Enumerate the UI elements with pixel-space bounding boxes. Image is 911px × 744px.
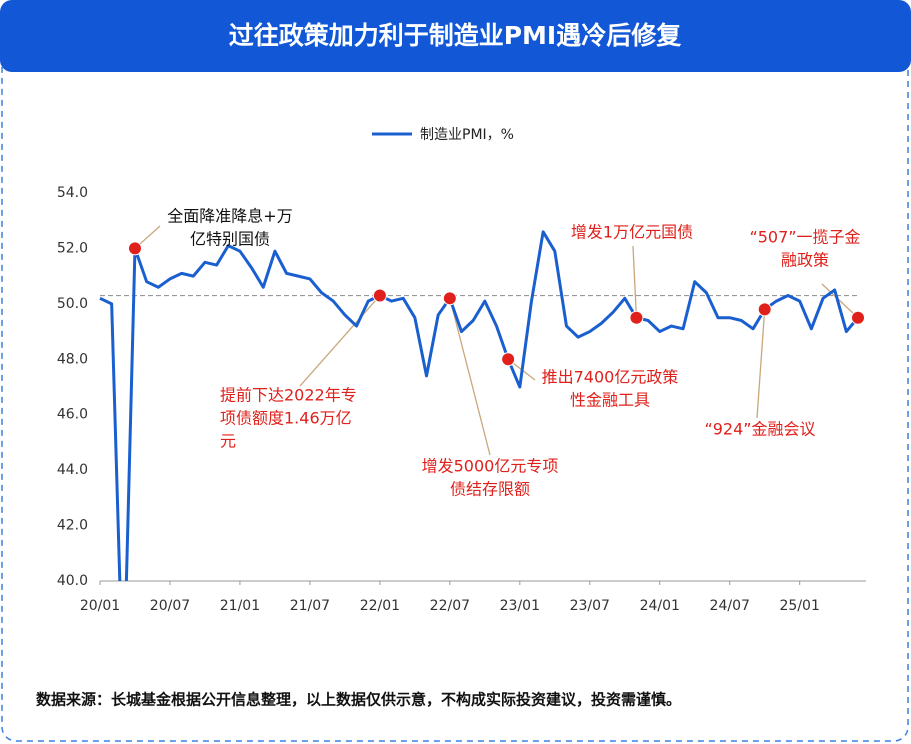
annotation-leader [756, 309, 766, 419]
x-tick-label: 21/07 [290, 598, 330, 614]
x-tick-label: 22/01 [360, 598, 400, 614]
x-tick-label: 22/07 [430, 598, 470, 614]
y-tick-label: 52.0 [57, 240, 88, 256]
line-series [99, 230, 860, 581]
x-tick-label: 24/07 [710, 598, 750, 614]
annotation-text: 性金融工具 [570, 391, 650, 410]
x-tick-label: 24/01 [640, 598, 680, 614]
annotation-dot [442, 291, 457, 306]
y-tick-label: 48.0 [57, 351, 88, 367]
annotation-text: 提前下达2022年专 [220, 386, 357, 405]
annotation-dot [757, 302, 772, 317]
y-tick-label: 40.0 [57, 573, 88, 589]
x-tick-label: 21/01 [220, 598, 260, 614]
y-tick-label: 54.0 [57, 185, 88, 201]
y-tick-label: 42.0 [57, 518, 88, 534]
annotation-dot [127, 241, 142, 256]
annotation-text: 融政策 [781, 251, 829, 270]
annotation-text: 亿特别国债 [190, 230, 270, 249]
annotation-text: 项债额度1.46万亿 [220, 409, 352, 428]
x-tick-label: 20/07 [150, 598, 190, 614]
header-title: 过往政策加力利于制造业PMI遇冷后修复 [229, 21, 683, 50]
x-tick-label: 23/01 [500, 598, 540, 614]
x-tick-label: 25/01 [780, 598, 820, 614]
annotation-leader [821, 283, 859, 319]
x-tick-label: 20/01 [80, 598, 120, 614]
annotation-text: “507”一揽子金 [749, 228, 860, 247]
footer-note: 数据来源：长城基金根据公开信息整理，以上数据仅供示意，不构成实际投资建议，投资需… [36, 691, 681, 709]
y-tick-label: 44.0 [57, 462, 88, 478]
annotation-text: 增发1万亿元国债 [571, 223, 693, 242]
annotation-text: 推出7400亿元政策 [542, 368, 679, 387]
annotation-leader [632, 245, 638, 318]
annotation-text: 元 [220, 432, 236, 451]
annotation-dot [851, 310, 865, 325]
annotation-text: 全面降准降息+万 [167, 207, 292, 226]
annotation-dot [501, 352, 516, 367]
y-tick-label: 46.0 [57, 407, 88, 423]
annotation-leader [449, 298, 491, 456]
legend-label: 制造业PMI，% [420, 127, 514, 143]
card-border [1, 9, 909, 742]
header-bar [0, 0, 911, 72]
annotation-dot [629, 310, 644, 325]
annotation-text: “924”金融会议 [704, 420, 815, 439]
annotation-leader [299, 295, 381, 387]
annotation-text: 增发5000亿元专项 [422, 457, 559, 476]
annotation-text: 债结存限额 [450, 480, 530, 499]
y-tick-label: 50.0 [57, 296, 88, 312]
annotation-dot [372, 288, 387, 303]
x-tick-label: 23/07 [570, 598, 610, 614]
